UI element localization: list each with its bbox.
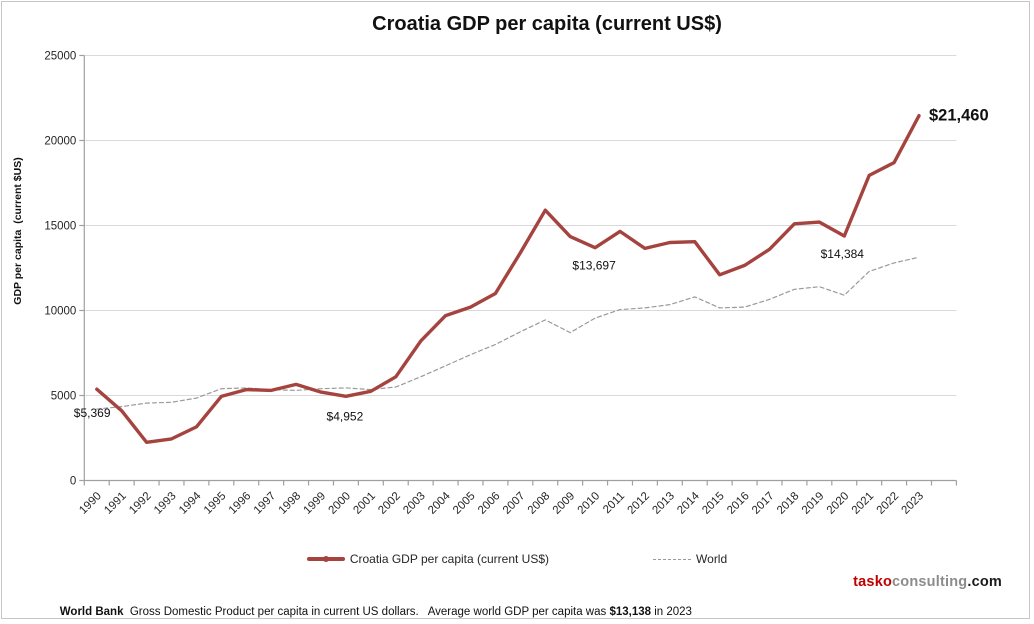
x-tick-label: 2016 bbox=[725, 490, 752, 517]
x-tick-label: 1996 bbox=[227, 490, 254, 517]
world-avg-value: $13,138 bbox=[609, 606, 652, 618]
data-point-label: $5,369 bbox=[74, 406, 111, 420]
x-tick-label: 2014 bbox=[675, 490, 702, 517]
croatia-marker-icon bbox=[322, 555, 329, 562]
logo-part-tasko: tasko bbox=[853, 574, 893, 590]
x-tick-label: 2020 bbox=[825, 490, 852, 517]
logo-part-consulting: consulting bbox=[892, 574, 968, 590]
x-tick-label: 2008 bbox=[526, 490, 553, 517]
legend-label-world: World bbox=[696, 552, 728, 566]
x-tick-label: 2017 bbox=[750, 490, 777, 517]
y-tick-label: 15000 bbox=[44, 221, 76, 233]
x-tick-label: 2013 bbox=[650, 490, 677, 517]
x-tick-label: 1998 bbox=[277, 490, 304, 517]
legend-item-croatia: Croatia GDP per capita (current US$) bbox=[306, 552, 550, 566]
chart-legend: Croatia GDP per capita (current US$) Wor… bbox=[0, 552, 1034, 566]
world-series-line bbox=[96, 256, 920, 410]
x-tick-label: 1991 bbox=[102, 490, 129, 517]
y-tick-label: 10000 bbox=[44, 306, 76, 318]
x-tick-label: 2015 bbox=[700, 490, 727, 517]
y-tick-label: 5000 bbox=[51, 391, 77, 403]
source-text: Gross Domestic Product per capita in cur… bbox=[123, 606, 610, 618]
data-point-label: $13,697 bbox=[572, 259, 616, 273]
x-tick-label: 1999 bbox=[302, 490, 329, 517]
data-point-label: $21,460 bbox=[929, 107, 989, 125]
logo-part-com: .com bbox=[967, 574, 1002, 590]
legend-item-world: World bbox=[653, 552, 727, 566]
x-tick-label: 1997 bbox=[252, 490, 279, 517]
x-tick-label: 2005 bbox=[451, 490, 478, 517]
x-tick-label: 2001 bbox=[351, 490, 378, 517]
x-tick-label: 1992 bbox=[127, 490, 154, 517]
x-tick-label: 2023 bbox=[900, 490, 927, 517]
y-tick-label: 25000 bbox=[44, 51, 76, 63]
x-tick-label: 1993 bbox=[152, 490, 179, 517]
x-tick-label: 2003 bbox=[401, 490, 428, 517]
x-tick-label: 2019 bbox=[800, 490, 827, 517]
source-name: World Bank bbox=[59, 606, 124, 618]
x-tick-label: 2022 bbox=[875, 490, 902, 517]
y-tick-label: 0 bbox=[70, 476, 76, 488]
x-tick-label: 1995 bbox=[202, 490, 229, 517]
x-tick-label: 1990 bbox=[77, 490, 104, 517]
legend-label-croatia: Croatia GDP per capita (current US$) bbox=[349, 552, 550, 566]
y-tick-label: 20000 bbox=[44, 136, 76, 148]
x-tick-label: 2002 bbox=[376, 490, 403, 517]
croatia-series-line bbox=[95, 113, 921, 444]
source-text-end: in 2023 bbox=[651, 606, 692, 618]
world-dashed-line-key-icon bbox=[653, 558, 692, 560]
x-tick-label: 2010 bbox=[576, 490, 603, 517]
x-tick-label: 2018 bbox=[775, 490, 802, 517]
x-tick-label: 1994 bbox=[177, 490, 204, 517]
x-tick-label: 2011 bbox=[601, 490, 627, 516]
x-tick-label: 2021 bbox=[850, 490, 877, 517]
data-point-label: $4,952 bbox=[327, 409, 364, 423]
x-tick-label: 2006 bbox=[476, 490, 503, 517]
x-tick-label: 2007 bbox=[501, 490, 528, 517]
x-tick-label: 2009 bbox=[551, 490, 578, 517]
data-point-label: $14,384 bbox=[821, 247, 865, 261]
source-note: World Bank Gross Domestic Product per ca… bbox=[47, 594, 692, 624]
x-tick-label: 2000 bbox=[326, 490, 353, 517]
x-tick-label: 2004 bbox=[426, 490, 453, 517]
croatia-line-key-icon bbox=[306, 555, 345, 562]
chart-title: Croatia GDP per capita (current US$) bbox=[372, 13, 722, 35]
brand-logo: taskoconsulting.com bbox=[853, 574, 1002, 590]
x-tick-label: 2012 bbox=[625, 490, 652, 517]
